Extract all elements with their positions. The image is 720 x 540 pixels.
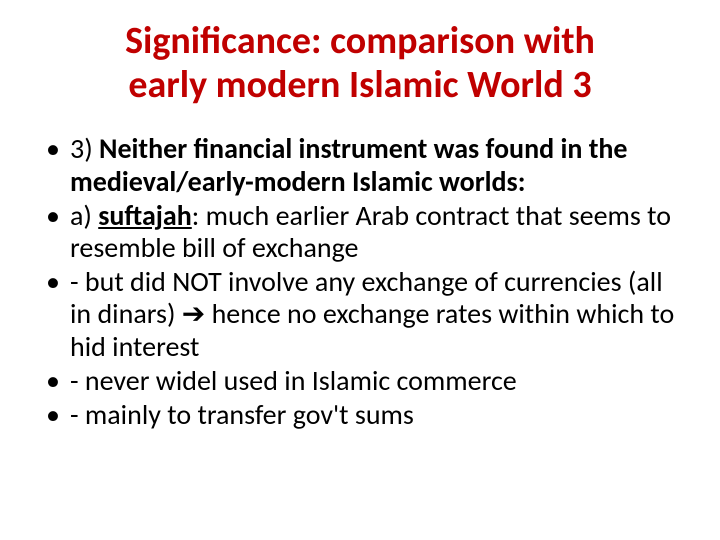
bullet-item: a) suftajah: much earlier Arab contract … [36,200,684,264]
slide-title-line2: early modern Islamic World 3 [128,62,591,108]
bullet-item: - never widel used in Islamic commerce [36,365,684,397]
bullet-item: 3) Neither financial instrument was foun… [36,133,684,197]
slide-title: Significance: comparison with early mode… [36,20,684,107]
slide-title-line1: Significance: comparison with [125,18,595,64]
bullet-item: - mainly to transfer gov't sums [36,399,684,431]
bullet-item: - but did NOT involve any exchange of cu… [36,266,684,363]
bullet-list: 3) Neither financial instrument was foun… [36,133,684,431]
